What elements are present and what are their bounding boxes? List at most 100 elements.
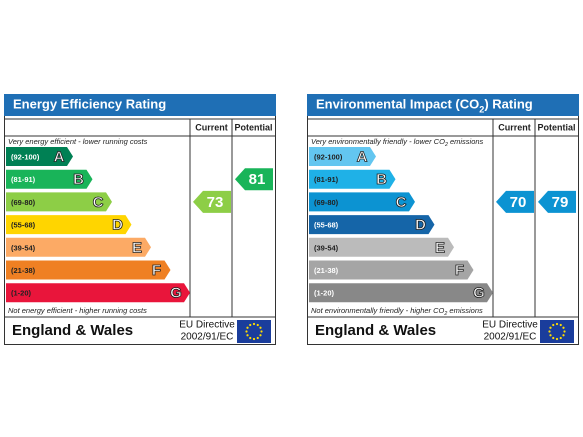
footer-directive: EU Directive (482, 320, 538, 331)
panel-title-part: 2 (479, 105, 484, 115)
bottom-note-part: Not energy efficient - higher running co… (8, 306, 147, 315)
top-note-part: emissions (448, 137, 484, 146)
column-header: Current (195, 122, 228, 132)
top-note-part: Very energy efficient - lower running co… (8, 137, 148, 146)
band-range: (1-20) (11, 289, 32, 298)
band-letter: F (152, 262, 161, 279)
eu-star (259, 334, 262, 337)
rating-band (6, 169, 93, 189)
eu-star (562, 326, 565, 329)
rating-value: 79 (552, 194, 569, 211)
rating-band (6, 283, 190, 303)
eu-star (245, 330, 248, 333)
eu-star (259, 326, 262, 329)
eu-flag (237, 320, 271, 343)
eu-star (555, 322, 559, 326)
eu-star (252, 322, 256, 326)
band-letter: F (455, 262, 464, 279)
footer-directive: EU Directive (179, 320, 235, 331)
panel-title-part: ) Rating (484, 97, 532, 112)
eu-star (252, 337, 256, 341)
rating-band (6, 147, 73, 166)
column-header: Current (498, 122, 531, 132)
band-range: (55-68) (314, 221, 339, 230)
top-note-part: 2 (444, 142, 448, 148)
top-note: Very environmentally friendly - lower CO… (311, 137, 484, 148)
panel-title: Environmental Impact (CO2) Rating (316, 97, 533, 115)
band-letter: C (93, 194, 104, 211)
bottom-note-part: 2 (443, 311, 447, 317)
eu-star (559, 336, 562, 340)
rating-band (6, 237, 151, 257)
eu-star (555, 337, 559, 341)
rating-band (6, 260, 171, 280)
eu-star (246, 334, 249, 337)
band-letter: C (396, 194, 407, 211)
band-letter: E (435, 239, 445, 256)
rating-band (309, 147, 376, 166)
eu-star (549, 326, 552, 329)
eu-star (246, 326, 249, 329)
band-range: (81-91) (314, 175, 339, 184)
band-range: (55-68) (11, 221, 36, 230)
eu-star (559, 323, 562, 327)
rating-indicator (496, 190, 534, 213)
band-letter: D (112, 217, 123, 234)
eu-star (548, 330, 551, 333)
top-note-part: Very environmentally friendly - lower CO (311, 137, 445, 146)
band-range: (21-38) (11, 266, 36, 275)
rating-band (309, 169, 396, 189)
band-range: (39-54) (314, 243, 339, 252)
bottom-note-part: emissions (447, 306, 483, 315)
band-letter: B (73, 171, 84, 188)
eu-star (256, 323, 259, 327)
rating-value: 70 (510, 194, 527, 211)
eu-star (563, 330, 566, 333)
eu-star (549, 334, 552, 337)
column-header: Potential (537, 122, 575, 132)
band-range: (81-91) (11, 175, 36, 184)
band-range: (21-38) (314, 266, 339, 275)
band-letter: G (170, 285, 182, 302)
bottom-note-part: Not environmentally friendly - higher CO (311, 306, 445, 315)
band-range: (39-54) (11, 243, 36, 252)
eu-star (260, 330, 263, 333)
rating-band (309, 192, 415, 212)
footer-code: 2002/91/EC (181, 332, 234, 343)
rating-band (309, 260, 474, 280)
band-range: (92-100) (314, 152, 343, 161)
band-range: (1-20) (314, 289, 335, 298)
eu-star (552, 323, 555, 327)
footer-code: 2002/91/EC (484, 332, 537, 343)
band-range: (69-80) (314, 198, 339, 207)
eu-star (552, 336, 555, 340)
panel-title-part: Energy Efficiency Rating (13, 97, 166, 112)
rating-value: 73 (207, 194, 224, 211)
rating-indicator (193, 190, 231, 213)
footer-region: England & Wales (315, 322, 436, 339)
bottom-note: Not environmentally friendly - higher CO… (311, 306, 483, 317)
rating-band (6, 215, 132, 235)
top-note: Very energy efficient - lower running co… (8, 137, 148, 146)
rating-band (309, 283, 493, 303)
band-range: (69-80) (11, 198, 36, 207)
rating-band (309, 237, 454, 257)
title-bar (4, 94, 276, 116)
band-letter: D (415, 217, 426, 234)
bottom-note: Not energy efficient - higher running co… (8, 306, 147, 315)
rating-band (309, 215, 435, 235)
eu-star (562, 334, 565, 337)
rating-indicator (538, 190, 576, 213)
panel-title: Energy Efficiency Rating (13, 97, 166, 112)
eu-star (249, 336, 252, 340)
band-letter: G (473, 285, 485, 302)
rating-band (6, 192, 112, 212)
eu-star (249, 323, 252, 327)
column-header: Potential (234, 122, 272, 132)
panel-title-part: Environmental Impact (CO (316, 97, 479, 112)
eu-flag (540, 320, 574, 343)
rating-indicator (235, 168, 273, 191)
band-letter: A (54, 148, 65, 165)
footer-region: England & Wales (12, 322, 133, 339)
